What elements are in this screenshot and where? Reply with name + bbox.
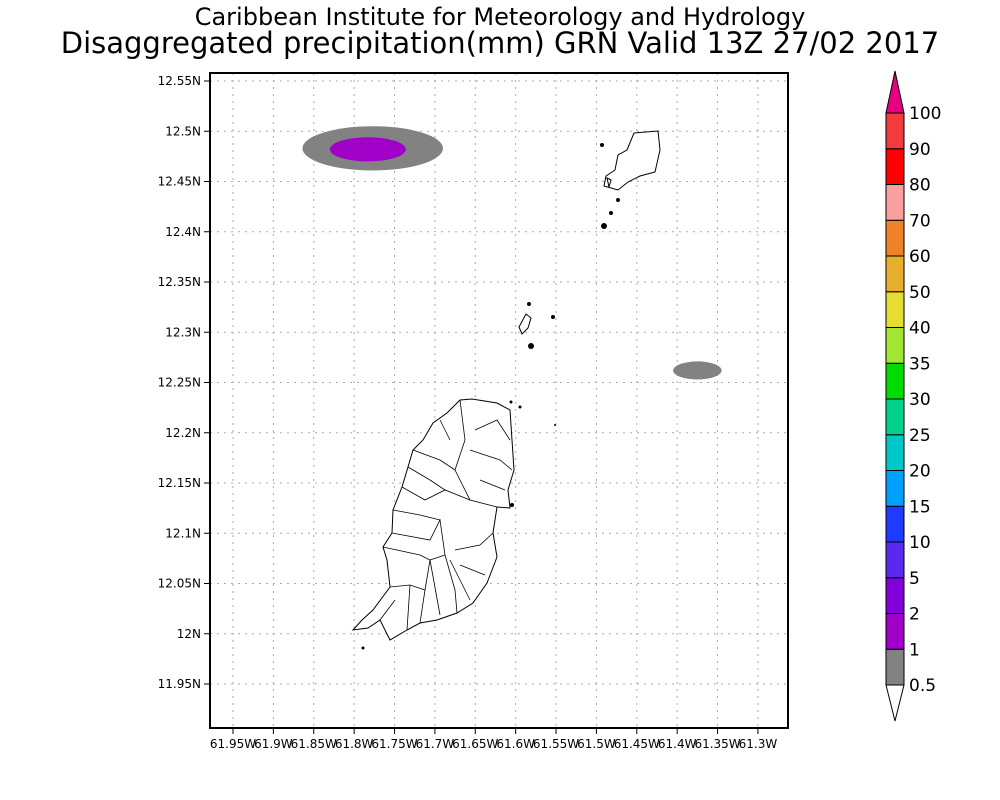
- chart-title: Caribbean Institute for Meteorology and …: [194, 3, 806, 31]
- grenada-island: [351, 398, 515, 641]
- lon-tick-label: 61.8W: [335, 737, 374, 751]
- colorbar-segment: [885, 648, 905, 686]
- petite-martinique: [606, 177, 612, 188]
- colorbar-segment: [885, 112, 905, 150]
- lon-tick-label: 61.5W: [577, 737, 616, 751]
- colorbar-label: 25: [909, 426, 931, 446]
- colorbar-segment: [885, 470, 905, 507]
- lon-tick-label: 61.4W: [658, 737, 697, 751]
- colorbar-segment: [885, 291, 905, 328]
- lat-tick-label: 12.4N: [165, 225, 201, 239]
- lon-tick-label: 61.6W: [496, 737, 535, 751]
- lat-tick-label: 12.1N: [165, 526, 201, 540]
- lat-tick-label: 12.3N: [165, 325, 201, 339]
- colorbar-segment: [885, 327, 905, 364]
- union-island: [518, 313, 532, 335]
- lat-tick-label: 12.25N: [158, 376, 201, 390]
- lon-tick-label: 61.45W: [614, 737, 660, 751]
- colorbar-label: 20: [909, 462, 931, 482]
- colorbar-segment: [885, 184, 905, 221]
- axes: 61.95W61.9W61.85W61.8W61.75W61.7W61.65W6…: [158, 74, 778, 751]
- lon-tick-label: 61.9W: [254, 737, 293, 751]
- colorbar-label: 40: [909, 319, 931, 339]
- colorbar-segment: [885, 577, 905, 614]
- grid-lines: [210, 73, 788, 728]
- colorbar-segment: [885, 219, 905, 257]
- lon-tick-label: 61.85W: [291, 737, 337, 751]
- colorbar-segment: [885, 541, 905, 579]
- lat-tick-label: 12.55N: [158, 74, 201, 88]
- colorbar-label: 2: [909, 605, 920, 625]
- colorbar-segment: [885, 398, 905, 436]
- colorbar-segment: [885, 148, 905, 185]
- lat-tick-label: 12.15N: [158, 476, 201, 490]
- colorbar-label: 50: [909, 283, 931, 303]
- grenada-parish-lines: [379, 399, 513, 631]
- colorbar-segment: [885, 255, 905, 293]
- plot-frame: [209, 72, 789, 729]
- colorbar-label: 1: [909, 640, 920, 660]
- colorbar-label: 0.5: [909, 676, 936, 696]
- colorbar-label: 30: [909, 390, 931, 410]
- colorbar-label: 60: [909, 247, 931, 267]
- lat-tick-label: 12.05N: [158, 577, 201, 591]
- lon-tick-label: 61.95W: [210, 737, 256, 751]
- colorbar-label: 70: [909, 211, 931, 231]
- lon-tick-label: 61.3W: [739, 737, 778, 751]
- precipitation-areas: [302, 126, 722, 380]
- precip-area: [673, 361, 722, 380]
- lat-tick-label: 12.2N: [165, 426, 201, 440]
- lat-tick-label: 12.35N: [158, 275, 201, 289]
- colorbar-over-triangle: [885, 70, 905, 114]
- colorbar-label: 100: [909, 104, 941, 124]
- small-islets: [361, 143, 620, 650]
- colorbar-label: 5: [909, 569, 920, 589]
- precip-area: [329, 137, 406, 162]
- lon-tick-label: 61.65W: [452, 737, 498, 751]
- colorbar-segment: [885, 613, 905, 650]
- colorbar-label: 90: [909, 140, 931, 160]
- lat-tick-label: 11.95N: [158, 677, 201, 691]
- colorbar-label: 10: [909, 533, 931, 553]
- colorbar-label: 80: [909, 176, 931, 196]
- coastlines: [351, 130, 661, 650]
- lon-tick-label: 61.35W: [694, 737, 740, 751]
- lat-tick-label: 12.45N: [158, 175, 201, 189]
- lon-tick-label: 61.55W: [533, 737, 579, 751]
- lon-tick-label: 61.75W: [371, 737, 417, 751]
- colorbar-label: 35: [909, 354, 931, 374]
- carriacou-island: [603, 130, 661, 191]
- lat-tick-label: 12N: [177, 627, 201, 641]
- colorbar-label: 15: [909, 497, 931, 517]
- colorbar-segment: [885, 362, 905, 400]
- colorbar-segment: [885, 505, 905, 543]
- lat-tick-label: 12.5N: [165, 124, 201, 138]
- colorbar-segment: [885, 434, 905, 471]
- chart-subtitle: Disaggregated precipitation(mm) GRN Vali…: [60, 26, 940, 60]
- lon-tick-label: 61.7W: [416, 737, 455, 751]
- colorbar-under-triangle: [885, 684, 905, 722]
